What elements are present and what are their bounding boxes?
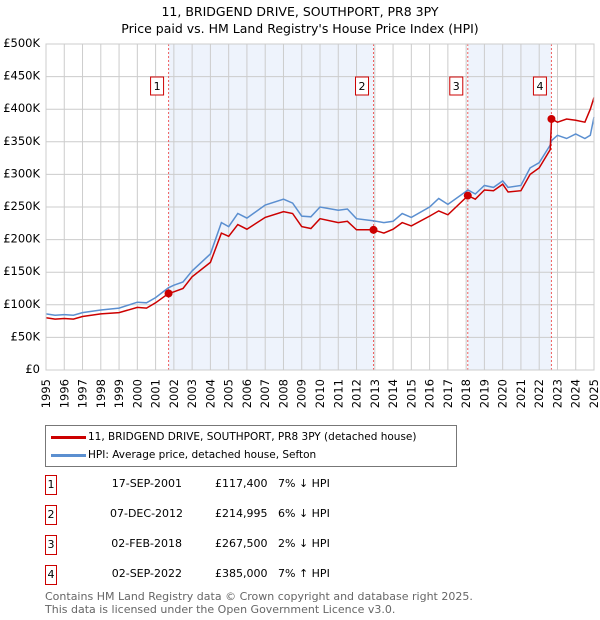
- x-tick-label: 2000: [130, 379, 144, 408]
- sale-hpi-diff: 7% ↑ HPI: [278, 567, 330, 580]
- x-tick-label: 2013: [368, 379, 382, 408]
- x-tick-label: 2011: [331, 379, 345, 408]
- plot-area: 1995 1996 1997 1998 1999 2000 2001 2002 2003 2004…: [3, 36, 600, 408]
- x-tick-label: 1997: [76, 379, 90, 408]
- y-tick-label: £50K: [11, 329, 41, 343]
- x-tick-label: 2018: [459, 379, 473, 408]
- y-tick-label: £350K: [3, 134, 40, 148]
- x-tick-label: 1996: [57, 379, 71, 408]
- sale-date: 17-SEP-2001: [111, 477, 182, 490]
- footer-line1: Contains HM Land Registry data © Crown c…: [45, 590, 473, 603]
- x-tick-label: 2012: [350, 379, 364, 408]
- sale-date: 02-FEB-2018: [111, 537, 182, 550]
- x-tick-label: 2005: [222, 379, 236, 408]
- y-tick-label: £300K: [3, 166, 40, 180]
- chart-title: 11, BRIDGEND DRIVE, SOUTHPORT, PR8 3PY: [161, 4, 439, 19]
- x-tick-label: 2016: [423, 379, 437, 408]
- x-tick-label: 1999: [112, 379, 126, 408]
- y-tick-label: £450K: [3, 69, 40, 83]
- sale-marker-box: [532, 76, 547, 96]
- sale-marker-box: [355, 76, 370, 96]
- y-tick-label: £500K: [3, 36, 40, 50]
- footer-line2: This data is licensed under the Open Gov…: [45, 603, 396, 616]
- x-tick-label: 1998: [94, 379, 108, 408]
- footer: Contains HM Land Registry data © Crown c…: [45, 590, 473, 616]
- x-tick-label: 2021: [514, 379, 528, 408]
- series-line: [45, 97, 595, 320]
- x-tick-label: 2002: [167, 379, 181, 408]
- x-tick-label: 2009: [295, 379, 309, 408]
- x-tick-label: 2015: [404, 379, 418, 408]
- sale-badge: 1: [45, 475, 57, 495]
- chart-subtitle: Price paid vs. HM Land Registry's House …: [121, 21, 479, 36]
- x-tick-label: 2008: [276, 379, 290, 408]
- sale-row: 1 17-SEP-2001 £117,400 7% ↓ HPI: [45, 475, 445, 495]
- sale-point: [547, 114, 556, 123]
- sale-marker-box: [150, 76, 165, 96]
- y-tick-label: £150K: [3, 264, 40, 278]
- sale-badge: 4: [45, 565, 57, 585]
- sale-point: [463, 191, 472, 200]
- sale-date: 02-SEP-2022: [111, 567, 182, 580]
- sale-row: 4 02-SEP-2022 £385,000 7% ↑ HPI: [45, 565, 445, 585]
- legend-swatch-hpi: [51, 454, 86, 457]
- x-tick-label: 2006: [240, 379, 254, 408]
- x-tick-label: 1995: [39, 379, 53, 408]
- sale-row: 2 07-DEC-2012 £214,995 6% ↓ HPI: [45, 505, 445, 525]
- x-tick-label: 2023: [550, 379, 564, 408]
- x-tick-label: 2022: [532, 379, 546, 408]
- x-tick-label: 2010: [313, 379, 327, 408]
- x-tick-label: 2001: [149, 379, 163, 408]
- legend-label-property: 11, BRIDGEND DRIVE, SOUTHPORT, PR8 3PY (…: [88, 431, 417, 443]
- sale-point: [164, 289, 173, 298]
- sale-date: 07-DEC-2012: [110, 507, 184, 520]
- x-tick-label: 2007: [258, 379, 272, 408]
- sale-hpi-diff: 7% ↓ HPI: [278, 477, 330, 490]
- x-tick-label: 2020: [496, 379, 510, 408]
- x-tick-label: 2017: [441, 379, 455, 408]
- sale-hpi-diff: 6% ↓ HPI: [278, 507, 330, 520]
- sale-marker-label: 2: [359, 80, 366, 93]
- sale-hpi-diff: 2% ↓ HPI: [278, 537, 330, 550]
- sale-price: £117,400: [215, 477, 268, 490]
- sale-badge: 3: [45, 535, 57, 555]
- plot-frame: [45, 43, 595, 371]
- y-tick-label: £400K: [3, 101, 40, 115]
- sale-row: 3 02-FEB-2018 £267,500 2% ↓ HPI: [45, 535, 445, 555]
- y-tick-label: £0: [25, 362, 40, 376]
- sale-point: [369, 225, 378, 234]
- legend-swatch-property: [51, 436, 86, 439]
- sale-price: £385,000: [215, 567, 268, 580]
- sale-marker-label: 3: [453, 80, 460, 93]
- sale-price: £214,995: [215, 507, 268, 520]
- sale-price: £267,500: [215, 537, 268, 550]
- x-tick-label: 2024: [569, 379, 583, 408]
- y-tick-label: £100K: [3, 297, 40, 311]
- sale-marker-label: 4: [536, 80, 543, 93]
- y-tick-label: £250K: [3, 199, 40, 213]
- x-tick-label: 2003: [185, 379, 199, 408]
- x-tick-label: 2014: [386, 379, 400, 408]
- series-line: [45, 116, 595, 316]
- sale-marker-label: 1: [154, 80, 161, 93]
- x-tick-label: 2025: [587, 379, 600, 408]
- legend-label-hpi: HPI: Average price, detached house, Seft…: [88, 449, 317, 461]
- x-tick-label: 2004: [203, 379, 217, 408]
- legend: 11, BRIDGEND DRIVE, SOUTHPORT, PR8 3PY (…: [45, 425, 457, 467]
- y-tick-label: £200K: [3, 232, 40, 246]
- sale-marker-box: [449, 76, 464, 96]
- x-tick-label: 2019: [477, 379, 491, 408]
- sale-badge: 2: [45, 505, 57, 525]
